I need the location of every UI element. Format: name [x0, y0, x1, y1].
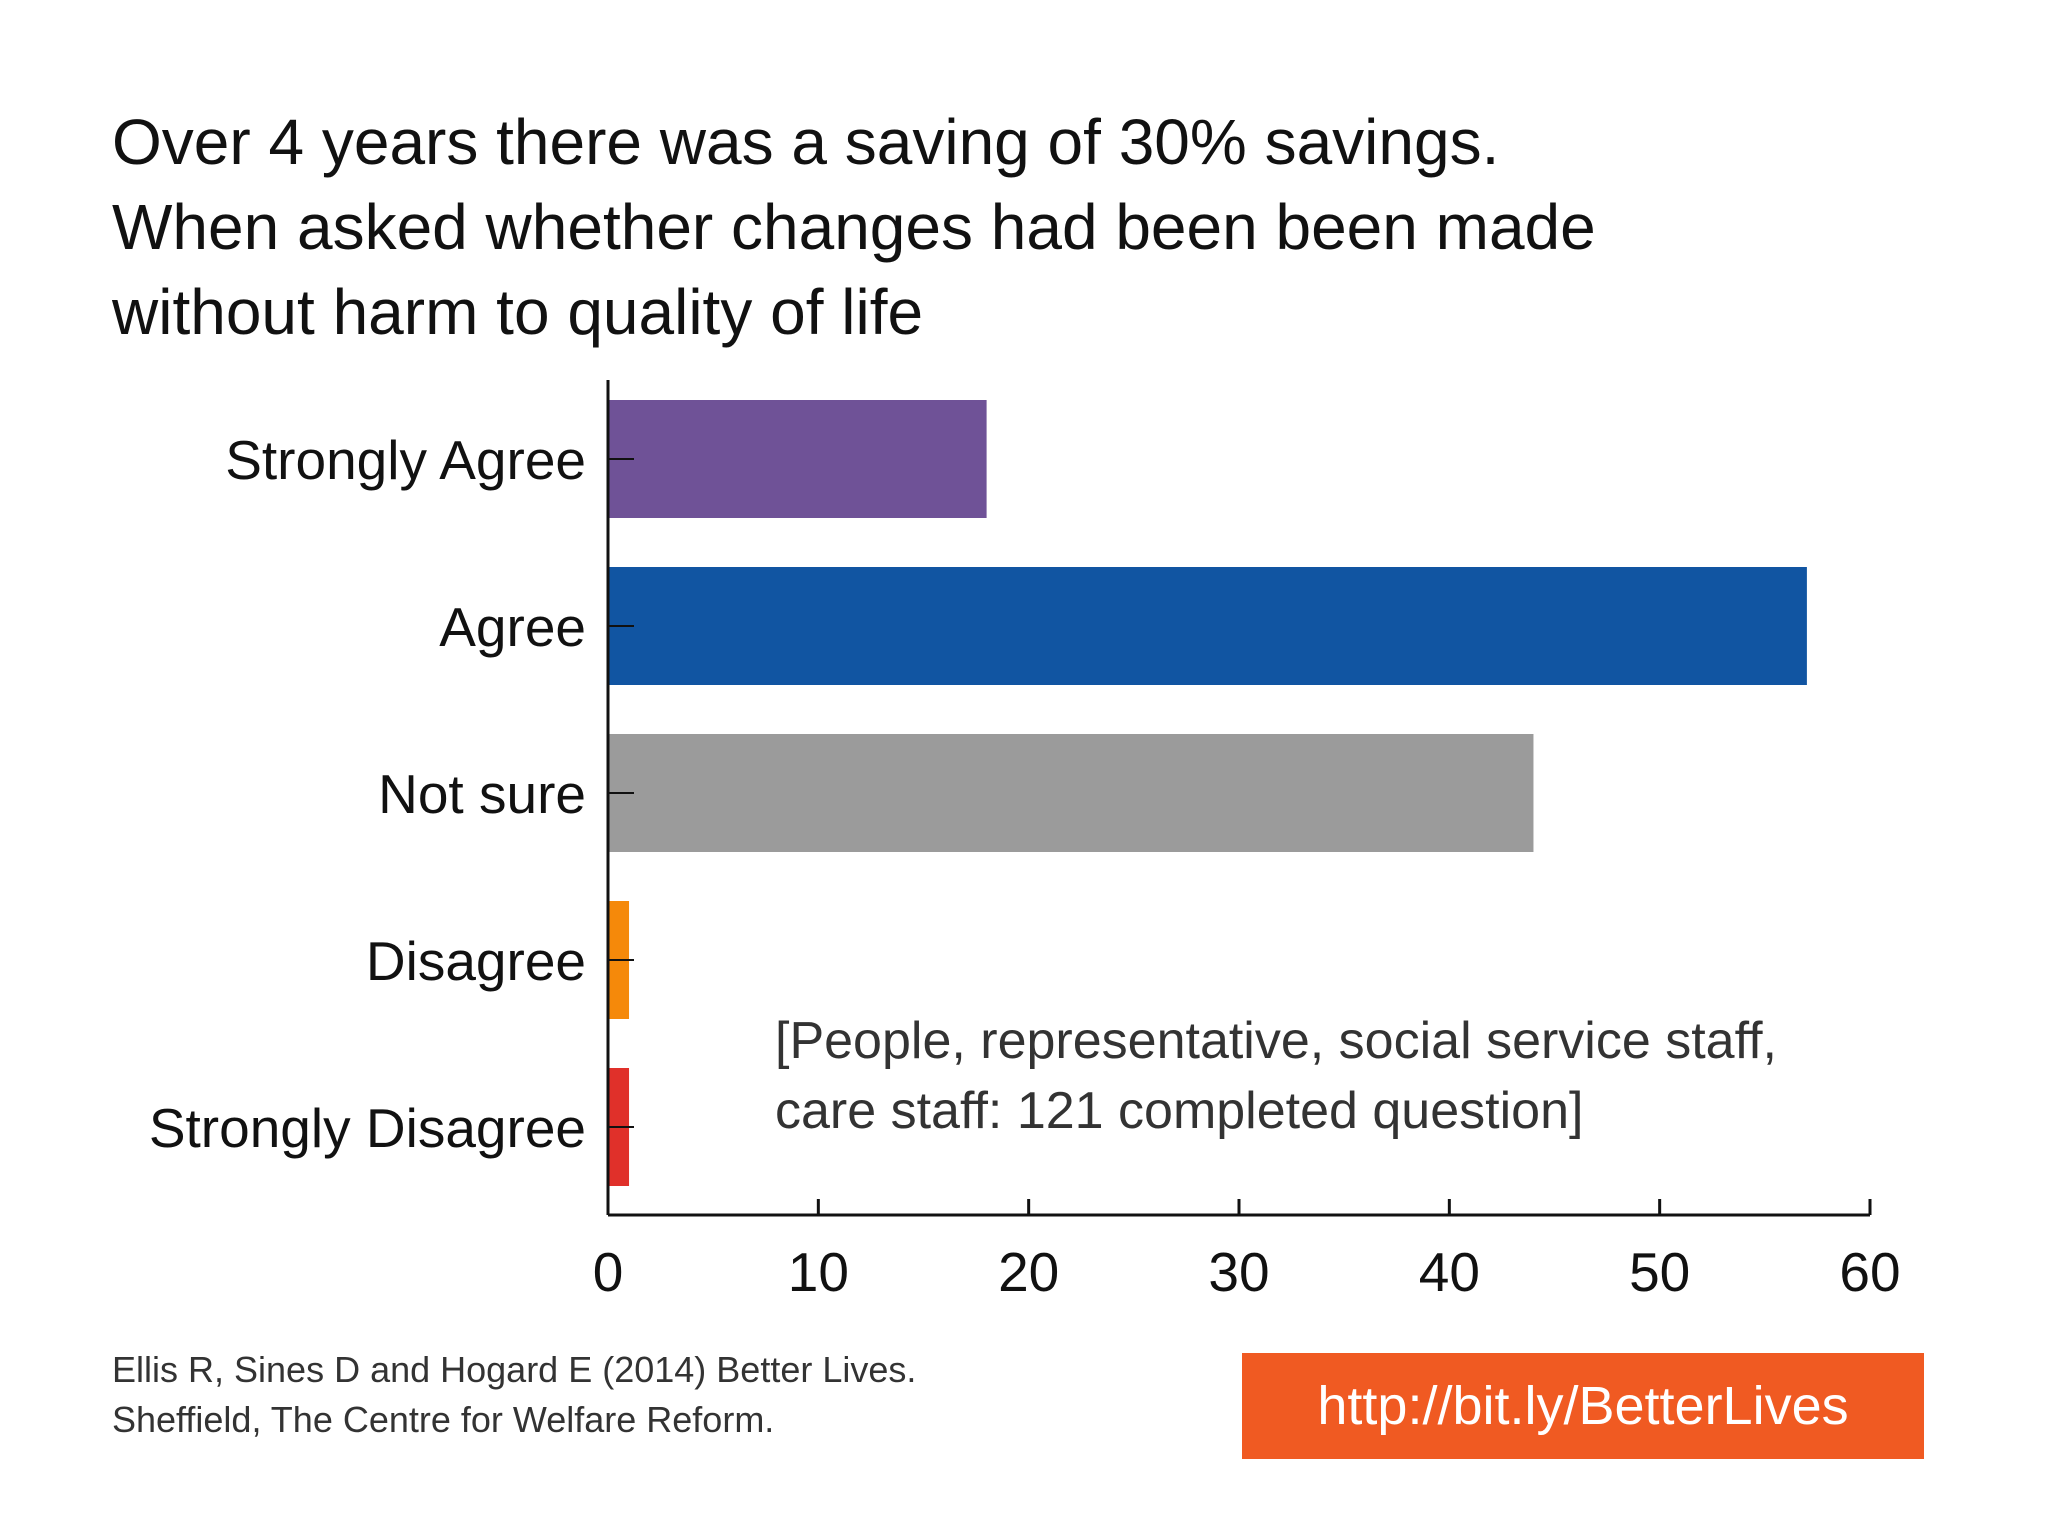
- axes-layer: [606, 380, 1872, 1217]
- title-line: When asked whether changes had been been…: [112, 191, 1596, 263]
- x-tick-label: 30: [1208, 1241, 1269, 1303]
- bar-strongly-agree: [608, 400, 987, 518]
- title-line: Over 4 years there was a saving of 30% s…: [112, 106, 1500, 178]
- bar-agree: [608, 567, 1807, 685]
- citation: Ellis R, Sines D and Hogard E (2014) Bet…: [112, 1345, 916, 1445]
- x-tick-label: 40: [1419, 1241, 1480, 1303]
- category-label-strongly-agree: Strongly Agree: [225, 429, 586, 491]
- x-tick-label: 0: [593, 1241, 624, 1303]
- chart-title: Over 4 years there was a saving of 30% s…: [112, 100, 1912, 355]
- annotation-line: [People, representative, social service …: [775, 1012, 1777, 1070]
- link-button[interactable]: http://bit.ly/BetterLives: [1242, 1353, 1924, 1459]
- title-line: without harm to quality of life: [112, 276, 924, 348]
- x-tick-label: 50: [1629, 1241, 1690, 1303]
- category-label-not-sure: Not sure: [378, 763, 586, 825]
- bar-not-sure: [608, 734, 1534, 852]
- x-tick-label: 10: [788, 1241, 849, 1303]
- x-tick-label: 60: [1839, 1241, 1900, 1303]
- bars-layer: [608, 400, 1807, 1186]
- citation-line: Ellis R, Sines D and Hogard E (2014) Bet…: [112, 1349, 917, 1390]
- x-tick-label: 20: [998, 1241, 1059, 1303]
- labels-layer: Strongly Agree Agree Not sure Disagree Stron…: [149, 429, 1901, 1303]
- citation-line: Sheffield, The Centre for Welfare Reform…: [112, 1399, 775, 1440]
- annotation: [People, representative, social service …: [775, 1012, 1777, 1140]
- category-label-strongly-disagree: Strongly Disagree: [149, 1097, 586, 1159]
- category-label-disagree: Disagree: [366, 930, 586, 992]
- category-label-agree: Agree: [439, 596, 586, 658]
- annotation-line: care staff: 121 completed question]: [775, 1082, 1583, 1140]
